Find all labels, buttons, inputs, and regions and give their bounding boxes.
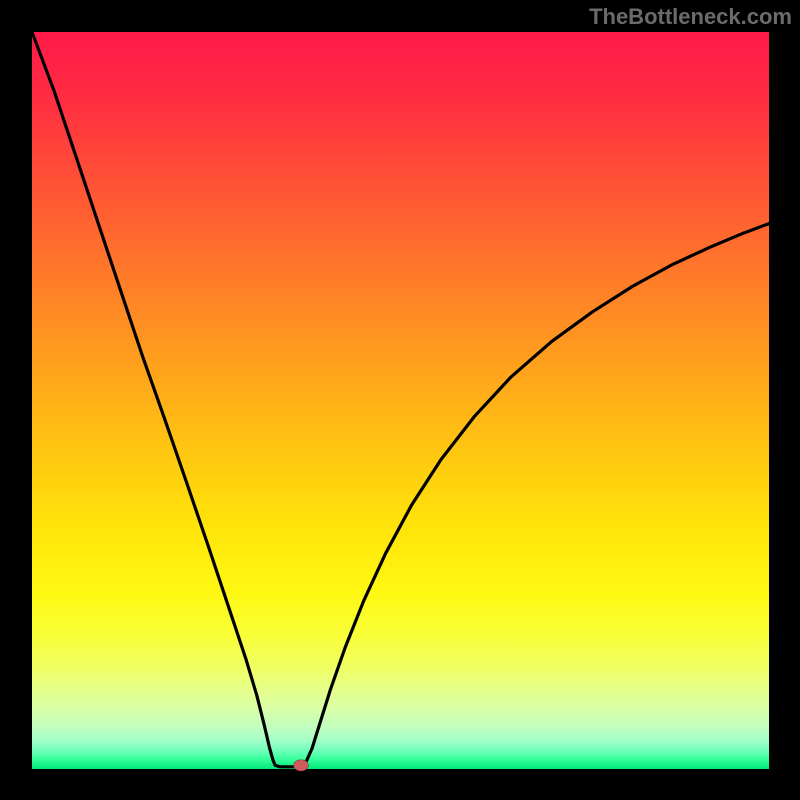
chart-container: TheBottleneck.com	[0, 0, 800, 800]
plot-area	[32, 32, 769, 769]
bottleneck-curve	[32, 32, 769, 767]
curve-layer	[32, 32, 769, 769]
watermark-text: TheBottleneck.com	[589, 4, 792, 30]
optimum-marker	[294, 760, 309, 771]
